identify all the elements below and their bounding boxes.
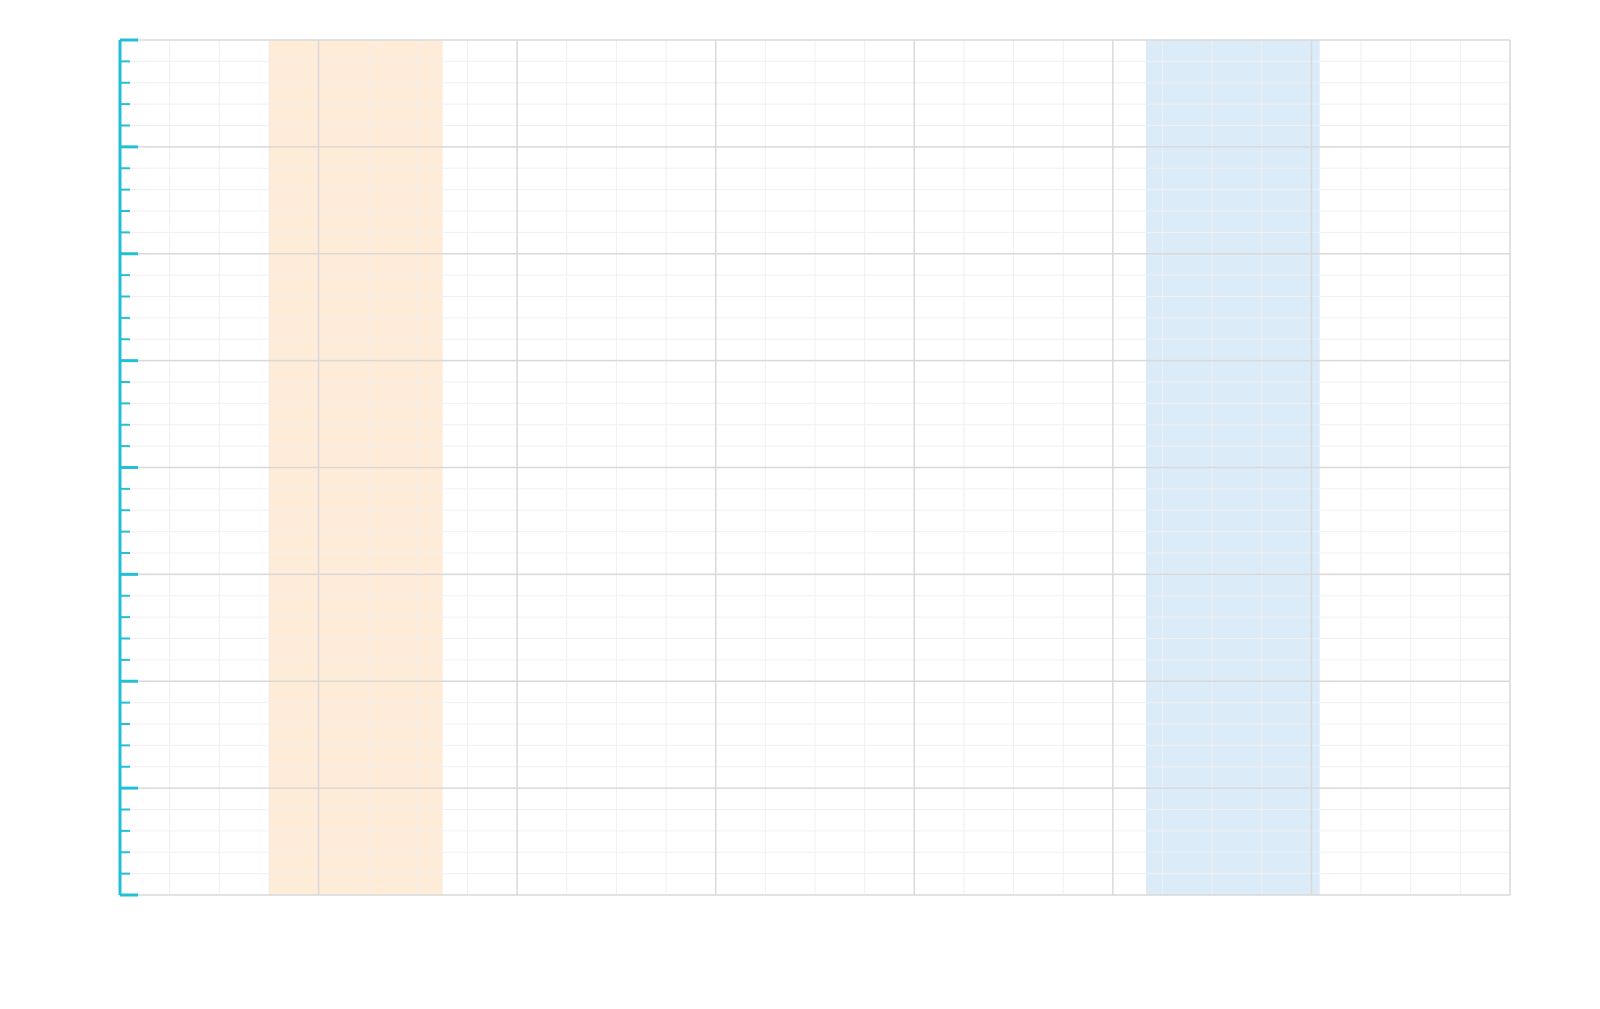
chart-container (0, 0, 1600, 1009)
chart-svg (0, 0, 1600, 1009)
chart-background (0, 0, 1600, 1009)
